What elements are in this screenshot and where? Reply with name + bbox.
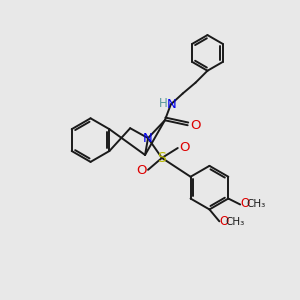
Text: CH₃: CH₃ [226, 217, 245, 227]
Text: O: O [220, 215, 229, 228]
Text: H: H [158, 97, 167, 110]
Text: N: N [143, 132, 153, 145]
Text: O: O [179, 140, 190, 154]
Text: S: S [158, 151, 166, 165]
Text: N: N [167, 98, 177, 111]
Text: O: O [136, 164, 146, 177]
Text: O: O [241, 197, 250, 210]
Text: O: O [190, 119, 201, 132]
Text: CH₃: CH₃ [246, 200, 266, 209]
